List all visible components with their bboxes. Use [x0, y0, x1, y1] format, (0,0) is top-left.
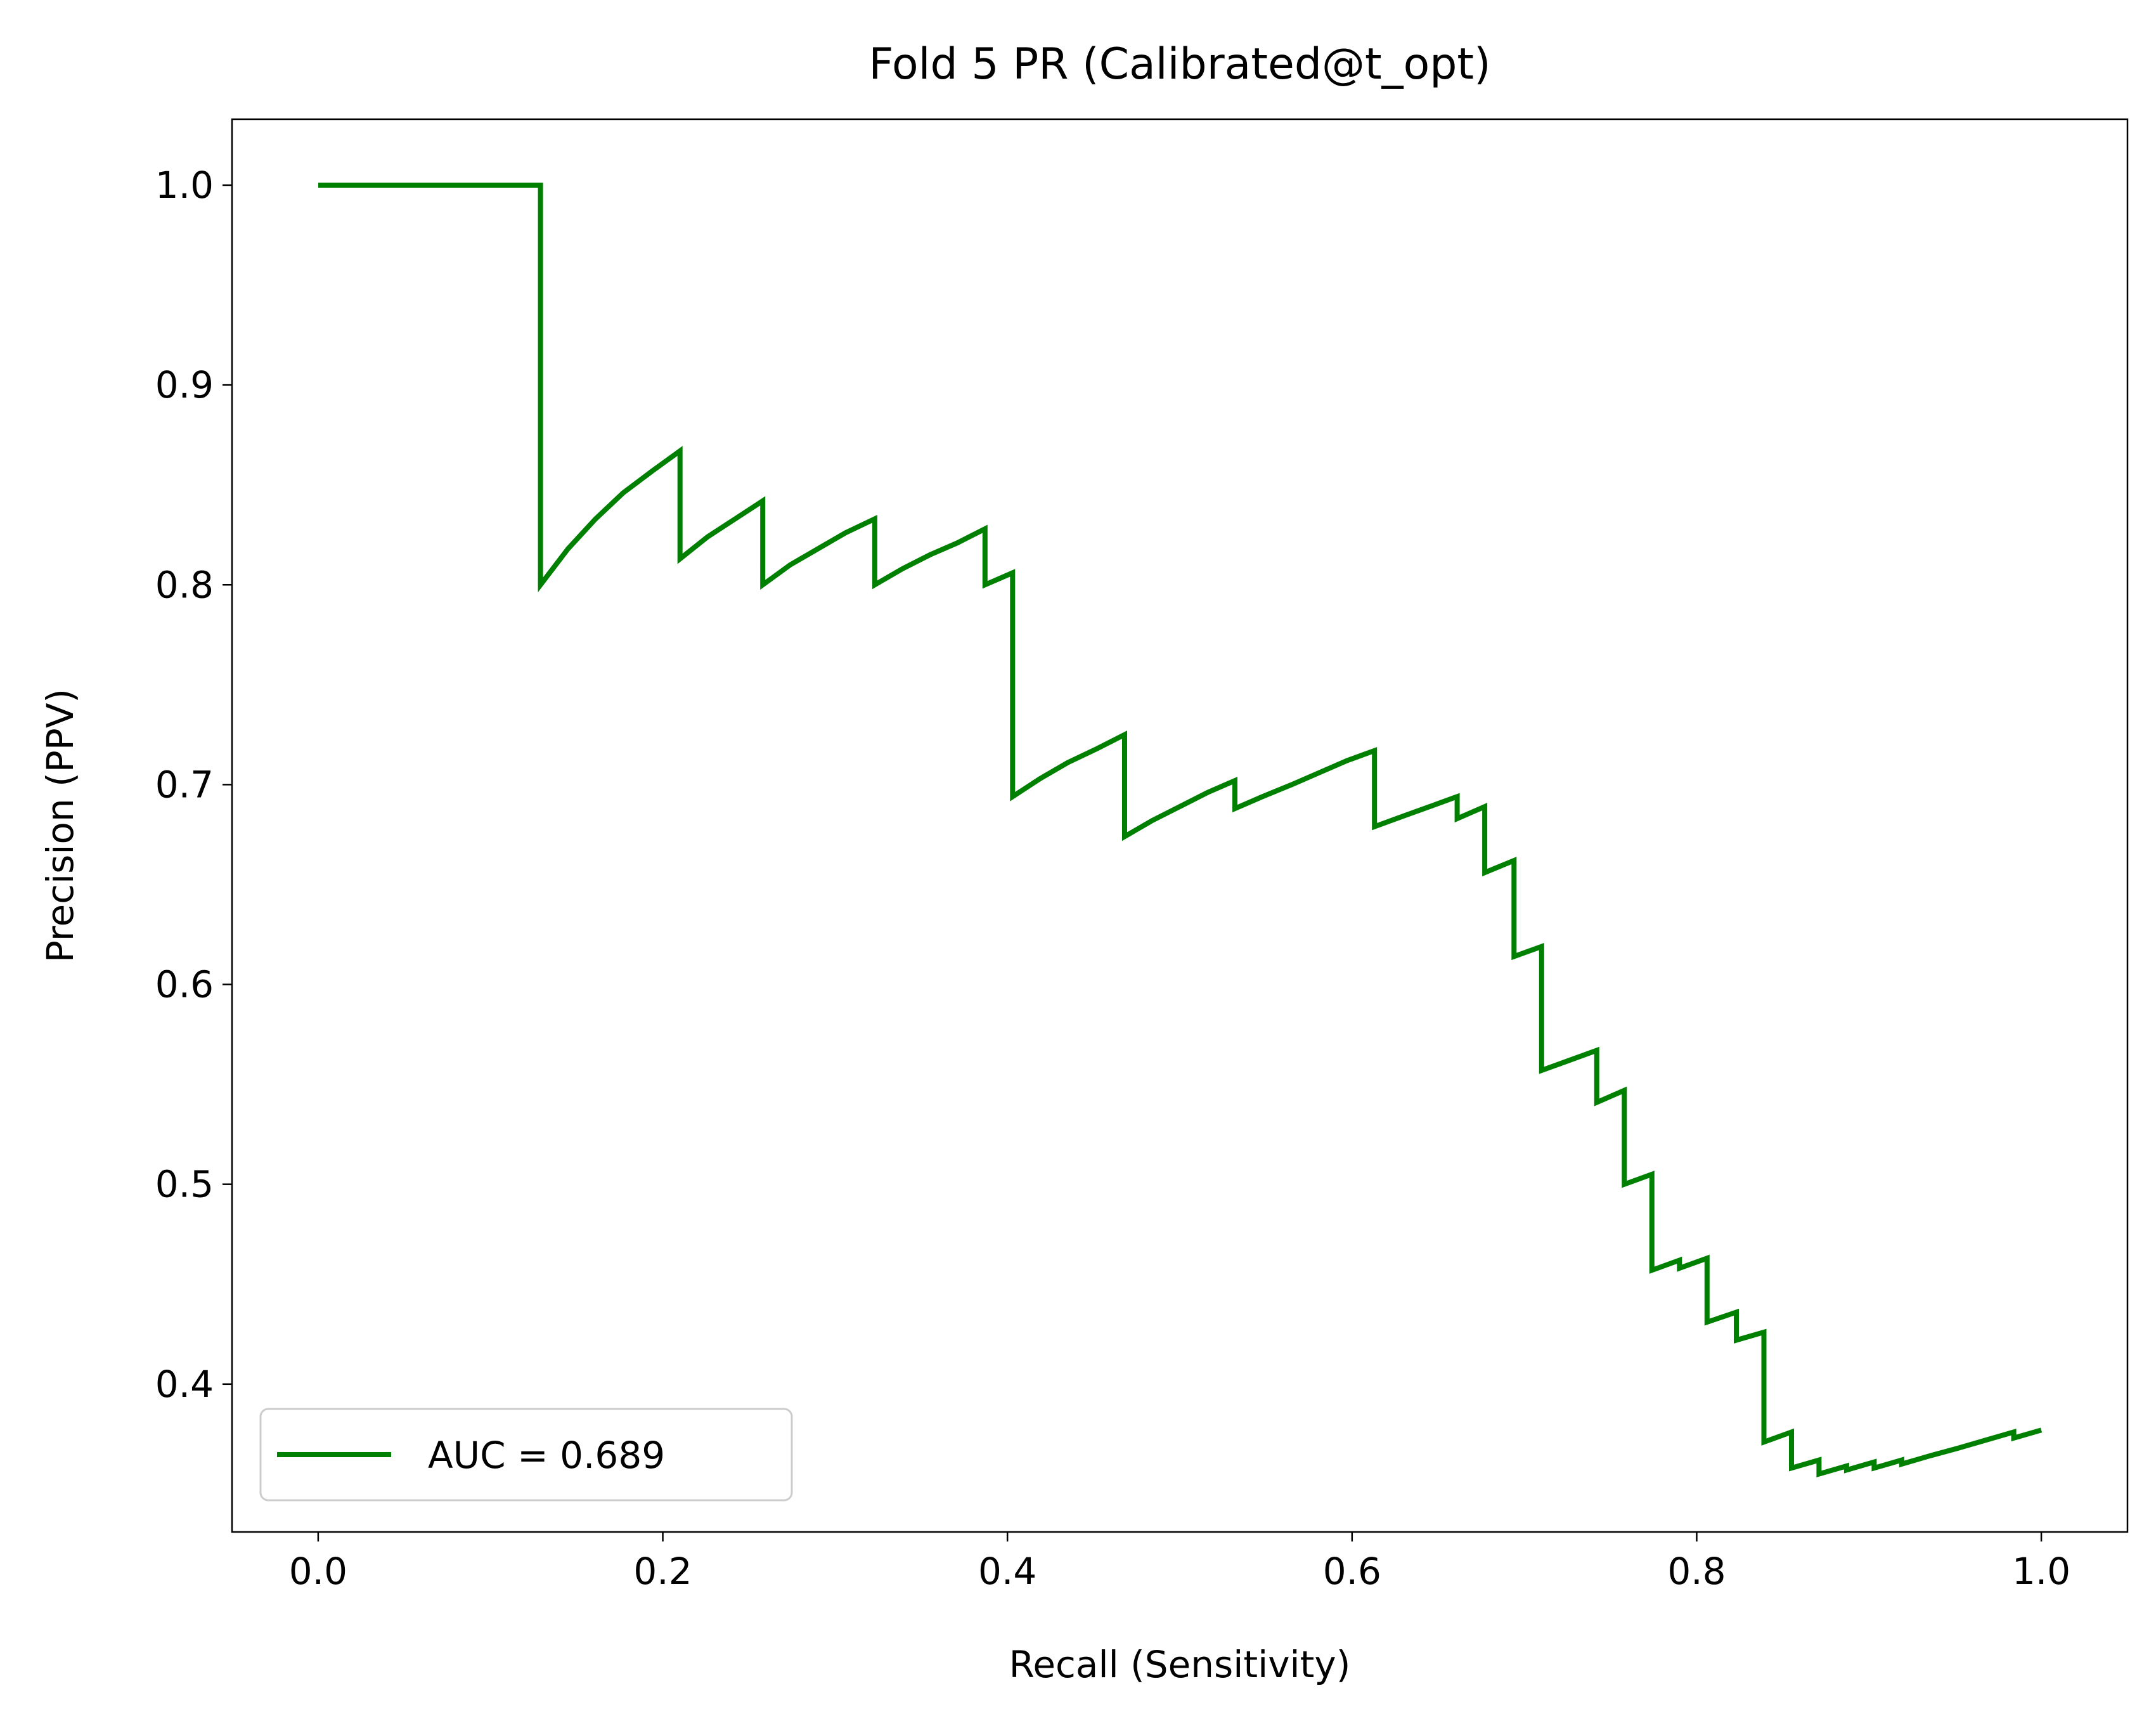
y-tick-label: 0.9 [155, 363, 214, 406]
x-tick-label: 0.4 [978, 1550, 1036, 1593]
y-tick-label: 0.7 [155, 763, 214, 806]
x-tick-label: 0.6 [1323, 1550, 1381, 1593]
chart-title: Fold 5 PR (Calibrated@t_opt) [868, 39, 1490, 89]
x-tick-label: 1.0 [2012, 1550, 2070, 1593]
legend-label: AUC = 0.689 [428, 1434, 665, 1477]
x-axis-label: Recall (Sensitivity) [1009, 1643, 1351, 1686]
legend: AUC = 0.689 [259, 1408, 793, 1502]
plot-frame [231, 118, 2129, 1533]
y-tick-label: 1.0 [155, 164, 214, 207]
y-axis-label: Precision (PPV) [39, 689, 82, 963]
y-tick-label: 0.4 [155, 1363, 214, 1406]
series-layer [318, 183, 2043, 1477]
y-tick-label: 0.5 [155, 1163, 214, 1206]
ticks-layer: 0.0 0.2 0.4 0.6 0.8 1.0 0.4 0.5 0.6 0.7 0.8 0.9 1.0 [155, 164, 2070, 1593]
x-tick-label: 0.2 [633, 1550, 692, 1593]
pr-curve-line [318, 183, 2043, 1477]
y-tick-label: 0.8 [155, 563, 214, 606]
plot-area [232, 119, 2127, 1532]
legend-box [259, 1408, 793, 1502]
x-tick-label: 0.0 [289, 1550, 347, 1593]
x-tick-label: 0.8 [1667, 1550, 1726, 1593]
y-tick-label: 0.6 [155, 963, 214, 1006]
